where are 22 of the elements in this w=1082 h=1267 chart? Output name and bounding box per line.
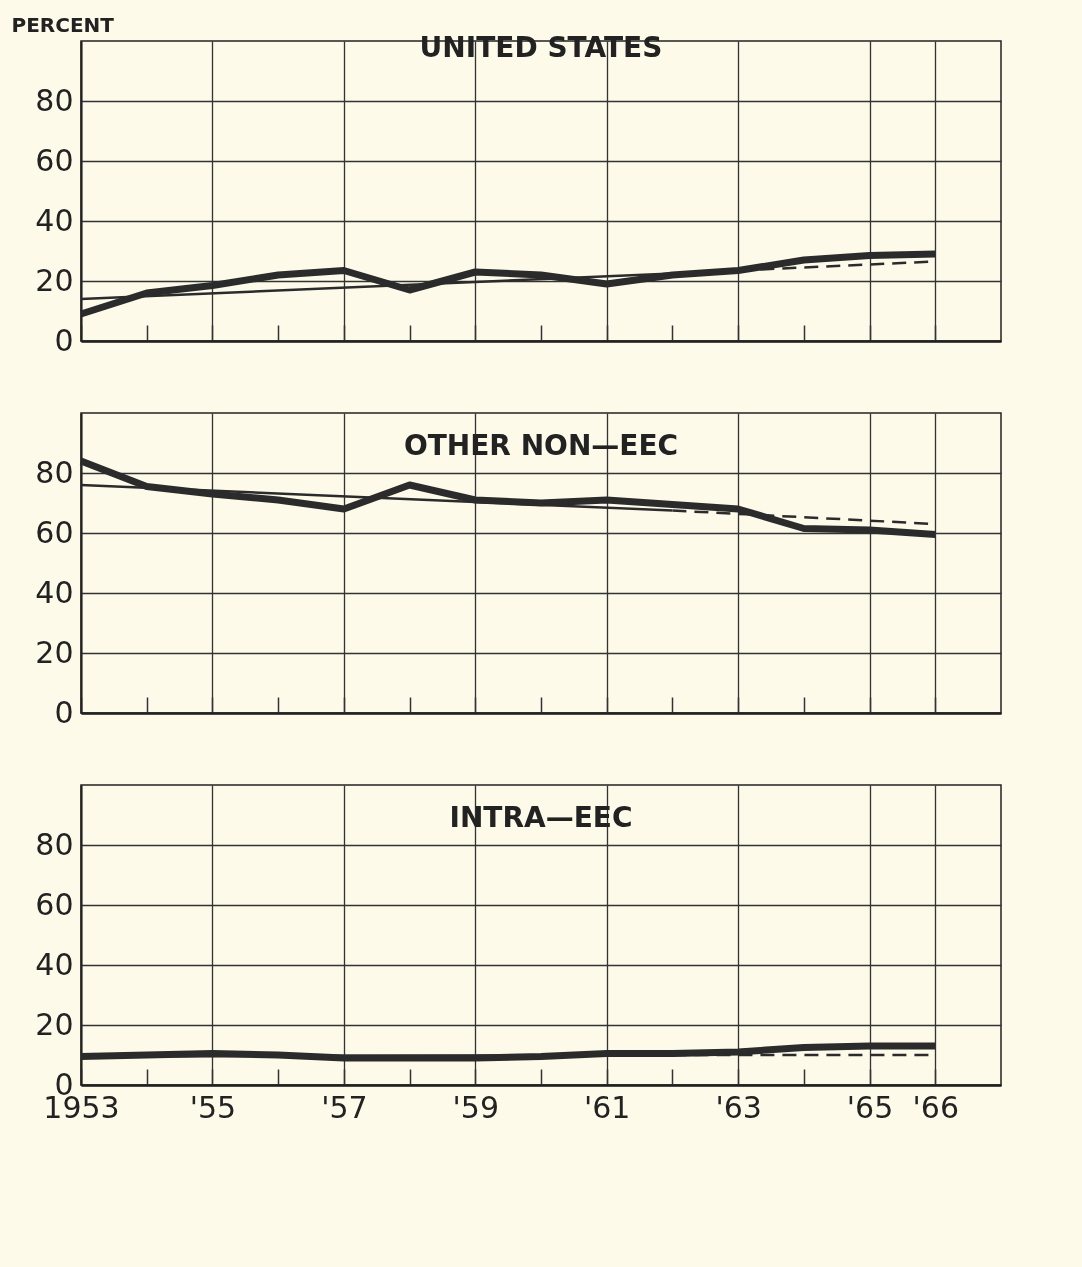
x-tick-label: '61	[584, 1089, 631, 1125]
y-tick-label: 0	[54, 322, 74, 358]
y-tick-label: 40	[35, 946, 74, 982]
x-tick-label: '55	[189, 1089, 237, 1125]
x-tick-label: '63	[715, 1089, 762, 1125]
y-tick-label: 20	[35, 634, 74, 670]
y-tick-label: 60	[35, 514, 74, 550]
x-tick-label: '57	[321, 1089, 368, 1125]
y-tick-label: 20	[35, 1006, 74, 1042]
y-tick-label: 60	[35, 886, 74, 922]
y-tick-label: 40	[35, 202, 74, 238]
y-axis-title: PERCENT	[11, 12, 115, 37]
y-tick-label: 80	[35, 82, 74, 118]
y-tick-label: 40	[35, 574, 74, 610]
y-tick-label: 80	[35, 826, 74, 862]
y-tick-label: 20	[35, 262, 74, 298]
y-tick-label: 0	[54, 694, 74, 730]
y-tick-label: 80	[35, 454, 74, 490]
x-tick-label: '59	[452, 1089, 499, 1125]
x-tick-label: '65	[846, 1089, 894, 1125]
y-tick-label: 60	[35, 142, 74, 178]
x-tick-label: '66	[912, 1089, 959, 1125]
